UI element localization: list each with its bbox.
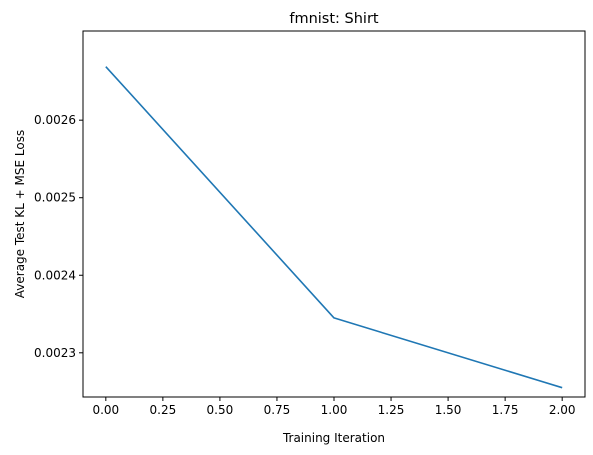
x-tick-label: 1.50	[435, 403, 462, 417]
plot-area	[83, 31, 585, 397]
x-axis-label: Training Iteration	[282, 431, 385, 445]
y-axis-label: Average Test KL + MSE Loss	[13, 130, 27, 298]
x-tick-label: 1.75	[492, 403, 519, 417]
y-tick-label: 0.0025	[34, 191, 76, 205]
y-axis-ticks: 0.0023 0.0024 0.0025 0.0026	[34, 113, 83, 360]
y-tick-label: 0.0024	[34, 268, 76, 282]
x-tick-label: 0.25	[150, 403, 177, 417]
x-axis-ticks: 0.00 0.25 0.50 0.75 1.00 1.25 1.50 1.75 2.00	[92, 397, 576, 417]
x-tick-label: 0.50	[207, 403, 234, 417]
y-tick-label: 0.0023	[34, 346, 76, 360]
x-tick-label: 2.00	[549, 403, 576, 417]
y-tick-label: 0.0026	[34, 113, 76, 127]
x-tick-label: 1.00	[321, 403, 348, 417]
x-tick-label: 0.75	[264, 403, 291, 417]
x-tick-label: 1.25	[378, 403, 405, 417]
x-tick-label: 0.00	[92, 403, 119, 417]
chart-title: fmnist: Shirt	[289, 11, 379, 27]
series-layer	[105, 66, 563, 389]
series-line	[105, 66, 563, 389]
